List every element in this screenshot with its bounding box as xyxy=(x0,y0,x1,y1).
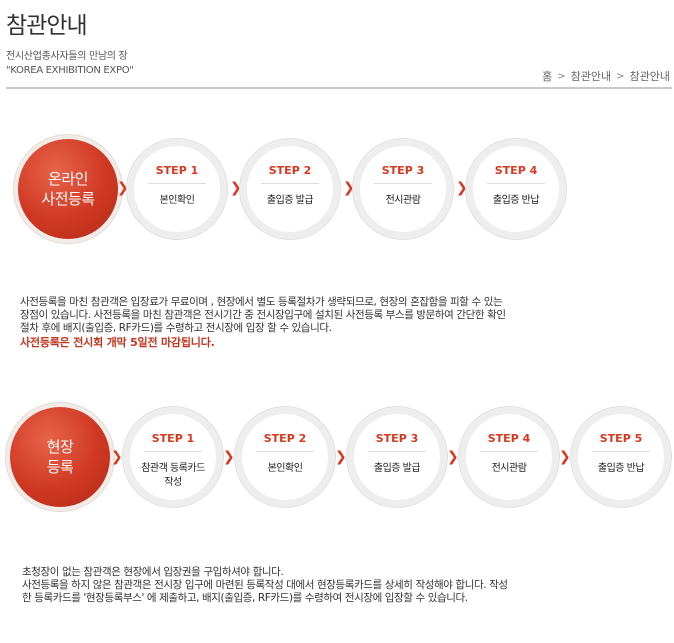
step-label: 출입증 발급 xyxy=(266,195,314,206)
onsite-registration-badge: 현장 등록 xyxy=(10,407,110,507)
badge-line: 사전등록 xyxy=(41,190,95,208)
subtitle-line: 전시산업종사자들의 만남의 장 xyxy=(6,51,128,62)
step-label: 전시관람 xyxy=(470,462,548,476)
online-registration-description: 사전등록을 마친 참관객은 입장료가 무료이며 , 현장에서 별도 등록절차가 … xyxy=(20,296,660,349)
chevron-right-icon: > xyxy=(616,70,625,82)
badge-line: 등록 xyxy=(46,458,74,476)
chevron-right-icon: ❯ xyxy=(447,449,459,465)
step-label-line: 본인확인 xyxy=(267,463,303,474)
onsite-step-4: STEP 4 전시관람 xyxy=(466,414,552,500)
description-line: 초청장이 없는 참관객은 현장에서 입장권을 구입하셔야 합니다. xyxy=(22,566,284,578)
step-number: STEP 2 xyxy=(263,432,307,445)
step-label: 참관객 등록카드 작성 xyxy=(134,462,212,490)
badge-line: 현장 xyxy=(46,438,74,456)
step-divider xyxy=(374,183,432,184)
online-registration-badge: 온라인 사전등록 xyxy=(18,139,118,239)
breadcrumb-item[interactable]: 참관안내 xyxy=(570,70,612,83)
online-step-4: STEP 4 출입증 반납 xyxy=(473,146,559,232)
step-number: STEP 5 xyxy=(599,432,643,445)
step-label: 본인확인 xyxy=(246,462,324,476)
chevron-right-icon: > xyxy=(557,70,566,82)
description-line: 사전등록을 하지 않은 참관객은 전시장 입구에 마련된 등록작성 대에서 현장… xyxy=(22,579,508,591)
step-divider xyxy=(144,451,202,452)
onsite-step-1: STEP 1 참관객 등록카드 작성 xyxy=(130,414,216,500)
online-step-2: STEP 2 출입증 발급 xyxy=(247,146,333,232)
step-number: STEP 2 xyxy=(268,164,312,177)
online-registration-flow: 온라인 사전등록 ❯ STEP 1 본인확인 ❯ STEP 2 출입증 발급 ❯… xyxy=(0,133,674,243)
step-label: 전시관람 xyxy=(385,195,421,206)
description-line: 장점이 있습니다. 사전등록을 마친 참관객은 전시기간 중 전시장입구에 설치… xyxy=(20,309,506,321)
chevron-right-icon: ❯ xyxy=(117,180,129,196)
step-label-line: 출입증 발급 xyxy=(373,463,421,474)
deadline-notice: 사전등록은 전시회 개막 5일전 마감됩니다. xyxy=(20,336,215,349)
breadcrumb: 홈 > 참관안내 > 참관안내 xyxy=(542,68,670,84)
chevron-right-icon: ❯ xyxy=(343,180,355,196)
step-divider xyxy=(480,451,538,452)
chevron-right-icon: ❯ xyxy=(111,449,123,465)
step-divider xyxy=(487,183,545,184)
onsite-step-2: STEP 2 본인확인 xyxy=(242,414,328,500)
step-label-line: 작성 xyxy=(164,477,182,488)
step-number: STEP 3 xyxy=(375,432,419,445)
chevron-right-icon: ❯ xyxy=(456,180,468,196)
step-label: 출입증 반납 xyxy=(582,462,660,476)
onsite-registration-flow: 현장 등록 ❯ STEP 1 참관객 등록카드 작성 ❯ STEP 2 본인확인… xyxy=(0,404,674,514)
step-label-line: 출입증 반납 xyxy=(597,463,645,474)
onsite-step-5: STEP 5 출입증 반납 xyxy=(578,414,664,500)
online-step-1: STEP 1 본인확인 xyxy=(134,146,220,232)
header-divider xyxy=(6,87,672,89)
step-number: STEP 4 xyxy=(494,164,538,177)
step-label-line: 전시관람 xyxy=(491,463,527,474)
chevron-right-icon: ❯ xyxy=(559,449,571,465)
badge-line: 온라인 xyxy=(48,170,88,188)
page-title: 참관안내 xyxy=(6,13,88,39)
description-line: 절차 후에 배지(출입증, RF카드)를 수령하고 전시장에 입장 할 수 있습… xyxy=(20,322,332,334)
subtitle-line: "KOREA EXHIBITION EXPO" xyxy=(6,65,134,76)
step-label-line: 참관객 등록카드 xyxy=(141,463,205,474)
step-divider xyxy=(261,183,319,184)
page-subtitle: 전시산업종사자들의 만남의 장 "KOREA EXHIBITION EXPO" xyxy=(6,50,134,78)
step-label: 출입증 반납 xyxy=(492,195,540,206)
step-number: STEP 3 xyxy=(381,164,425,177)
onsite-step-3: STEP 3 출입증 발급 xyxy=(354,414,440,500)
onsite-registration-description: 초청장이 없는 참관객은 현장에서 입장권을 구입하셔야 합니다. 사전등록을 … xyxy=(22,566,662,605)
chevron-right-icon: ❯ xyxy=(230,180,242,196)
step-divider xyxy=(368,451,426,452)
breadcrumb-home[interactable]: 홈 xyxy=(542,70,553,83)
chevron-right-icon: ❯ xyxy=(223,449,235,465)
step-divider xyxy=(592,451,650,452)
step-divider xyxy=(148,183,206,184)
description-line: 한 등록카드를 '현장등록부스' 에 제출하고, 배지(출입증, RF카드)를 … xyxy=(22,592,468,604)
step-label: 본인확인 xyxy=(159,195,195,206)
step-label: 출입증 발급 xyxy=(358,462,436,476)
step-divider xyxy=(256,451,314,452)
step-number: STEP 4 xyxy=(487,432,531,445)
online-step-3: STEP 3 전시관람 xyxy=(360,146,446,232)
chevron-right-icon: ❯ xyxy=(335,449,347,465)
breadcrumb-current: 참관안내 xyxy=(629,70,670,83)
step-number: STEP 1 xyxy=(155,164,199,177)
description-line: 사전등록을 마친 참관객은 입장료가 무료이며 , 현장에서 별도 등록절차가 … xyxy=(20,296,503,308)
step-number: STEP 1 xyxy=(151,432,195,445)
